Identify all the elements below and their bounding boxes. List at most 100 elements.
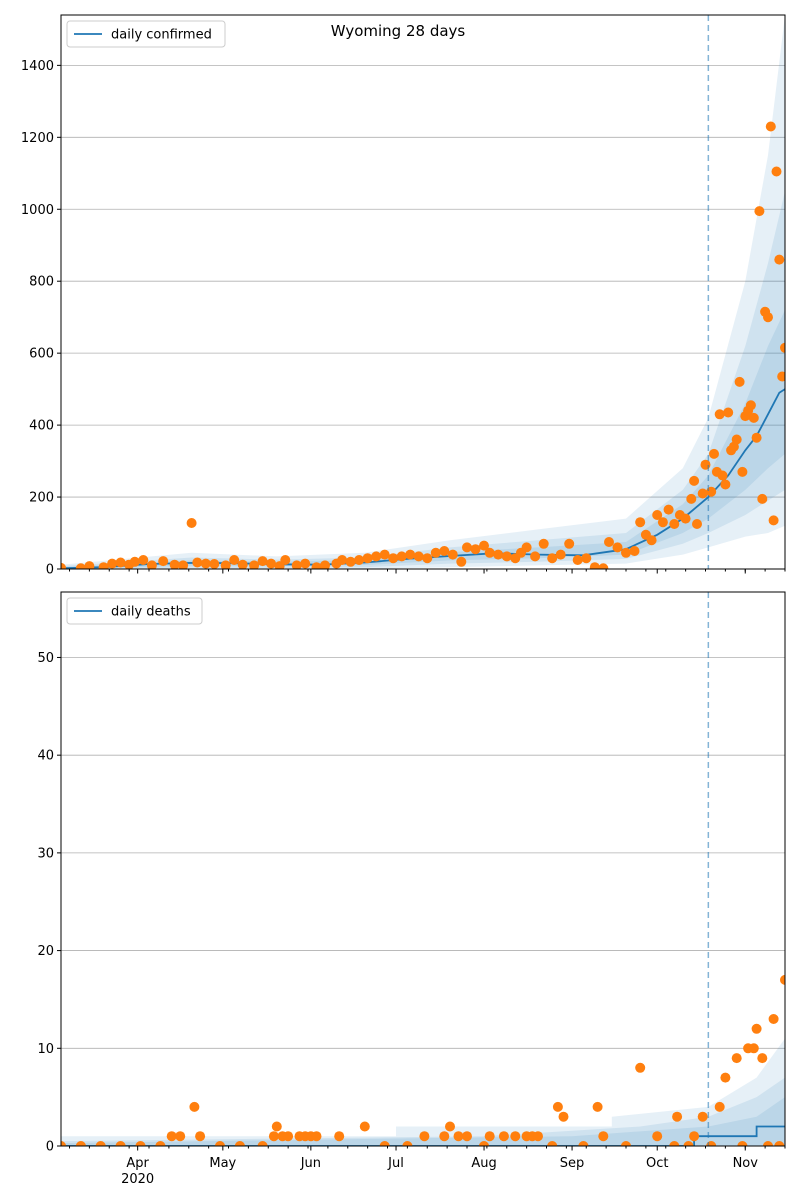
data-point	[479, 1141, 489, 1146]
data-point	[158, 556, 169, 567]
x-tick-label: Sep	[560, 1156, 585, 1171]
data-point	[178, 560, 189, 569]
x-tick-label: May	[209, 1156, 236, 1171]
data-point	[757, 1053, 768, 1064]
legend: daily deaths	[66, 597, 203, 625]
data-point	[300, 558, 311, 569]
data-point	[763, 312, 773, 323]
data-point	[530, 551, 541, 562]
y-tick-label: 800	[29, 275, 54, 290]
data-point	[447, 549, 458, 560]
y-tick-label: 1400	[21, 59, 54, 74]
legend-label: daily confirmed	[111, 28, 212, 43]
data-point	[768, 515, 779, 526]
figure-title: Wyoming 28 days	[331, 22, 466, 40]
data-point	[697, 1111, 708, 1122]
data-point	[748, 1043, 759, 1054]
data-point	[456, 556, 467, 567]
data-point	[138, 555, 149, 565]
data-point	[107, 558, 118, 569]
data-point	[689, 475, 700, 486]
data-point	[771, 166, 782, 177]
data-point	[780, 974, 785, 985]
axes-frame	[60, 14, 786, 570]
data-point	[751, 1023, 762, 1034]
band-inner	[61, 1097, 785, 1146]
data-point	[493, 549, 504, 560]
data-point	[388, 553, 399, 564]
data-point	[646, 535, 657, 546]
x-tick-label: Nov	[733, 1156, 759, 1171]
data-point	[552, 1101, 563, 1112]
x-tick-label: Apr	[126, 1156, 149, 1171]
data-point	[354, 555, 365, 565]
data-point	[564, 538, 575, 549]
legend: daily confirmed	[66, 20, 226, 48]
data-point	[689, 1131, 700, 1142]
y-tick-label: 50	[37, 651, 54, 666]
data-point	[731, 1053, 742, 1064]
data-point	[195, 1131, 206, 1142]
data-point	[169, 559, 180, 569]
data-point	[592, 1101, 603, 1112]
data-point	[237, 559, 248, 569]
data-point	[268, 1131, 279, 1142]
data-point	[320, 560, 330, 569]
data-point	[271, 1121, 282, 1132]
data-point	[612, 542, 623, 553]
data-point	[774, 1141, 785, 1146]
data-point	[734, 376, 745, 387]
data-point	[413, 551, 424, 562]
data-point	[175, 1131, 186, 1142]
data-point	[257, 556, 268, 567]
x-tick-label: Jul	[387, 1156, 404, 1171]
data-point	[257, 1141, 268, 1146]
data-point	[751, 432, 762, 443]
data-point	[439, 546, 450, 556]
y-tick-label: 600	[29, 347, 54, 362]
data-point	[462, 1131, 472, 1142]
data-point	[189, 1101, 200, 1112]
data-point	[652, 1131, 663, 1142]
data-point	[598, 1131, 609, 1142]
data-point	[266, 558, 277, 569]
data-point	[604, 537, 614, 547]
data-point	[578, 1141, 589, 1146]
y-tick-label: 0	[46, 1140, 54, 1155]
data-point	[763, 1141, 773, 1146]
data-point	[291, 560, 302, 569]
band-outer	[61, 1038, 785, 1146]
data-point	[75, 1141, 86, 1146]
data-point	[402, 1141, 413, 1146]
data-point	[714, 1101, 725, 1112]
data-point	[192, 557, 203, 568]
data-point	[737, 466, 748, 477]
legend-box	[66, 20, 226, 48]
data-point	[498, 1131, 509, 1142]
data-point	[75, 563, 86, 569]
x-year-label: 2020	[121, 1172, 154, 1187]
x-tick-label: Aug	[471, 1156, 496, 1171]
data-point	[146, 560, 157, 569]
axes-frame	[60, 591, 786, 1147]
data-point	[484, 547, 495, 558]
data-point	[510, 1131, 521, 1142]
data-point	[765, 121, 776, 132]
data-point	[657, 517, 668, 528]
data-point	[521, 542, 532, 553]
y-tick-label: 20	[37, 944, 54, 959]
data-point	[683, 1141, 694, 1146]
data-point	[717, 470, 728, 481]
data-point	[533, 1131, 543, 1142]
data-point	[669, 519, 680, 529]
data-point	[720, 479, 731, 490]
data-point	[379, 549, 390, 560]
data-point	[672, 1111, 683, 1122]
data-point	[723, 407, 734, 418]
data-point	[345, 556, 356, 567]
data-point	[680, 513, 691, 524]
data-point	[589, 562, 600, 569]
data-point	[462, 542, 472, 553]
data-point	[479, 540, 489, 551]
